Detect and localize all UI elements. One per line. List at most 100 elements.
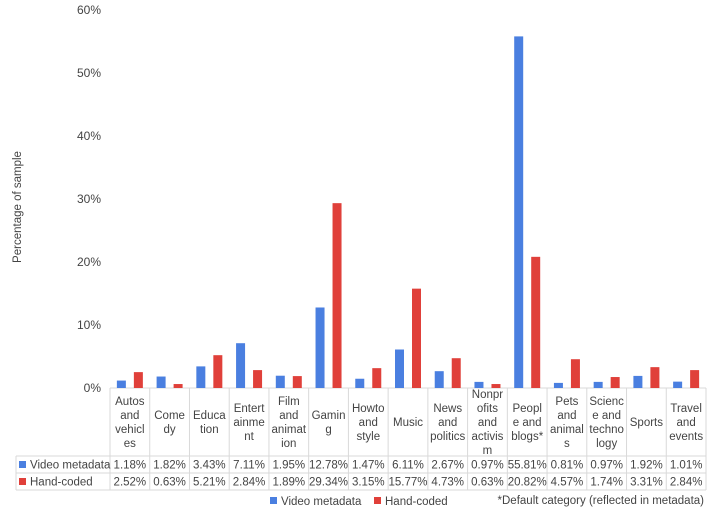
bar-video-metadata xyxy=(196,366,206,388)
legend-label: Hand-coded xyxy=(385,496,448,508)
bar-video-metadata xyxy=(355,378,365,388)
data-label: 0.97% xyxy=(471,460,504,472)
x-tick-label: m xyxy=(483,445,493,457)
legend-label: Video metadata xyxy=(281,496,362,508)
y-tick-label: 30% xyxy=(77,192,101,206)
x-tick-label: ofits xyxy=(477,403,498,415)
bar-hand-coded xyxy=(531,256,541,388)
x-tick-label: events xyxy=(669,431,703,443)
table-row-header: Hand-coded xyxy=(30,477,93,489)
data-label: 2.84% xyxy=(670,477,703,489)
data-label: 7.11% xyxy=(233,460,265,472)
data-label: 1.01% xyxy=(670,460,703,472)
data-label: 3.43% xyxy=(193,460,226,472)
bar-hand-coded xyxy=(570,359,580,388)
x-tick-label: and xyxy=(279,410,298,422)
bar-hand-coded xyxy=(133,372,143,388)
x-tick-label: style xyxy=(356,431,380,443)
x-tick-label: logy xyxy=(596,438,617,450)
x-tick-label: Scienc xyxy=(589,396,624,408)
x-tick-label: animal xyxy=(550,424,584,436)
y-tick-label: 10% xyxy=(77,318,101,332)
x-tick-label: and xyxy=(120,410,139,422)
data-label: 20.82% xyxy=(508,477,547,489)
bar-hand-coded xyxy=(213,355,223,388)
bar-video-metadata xyxy=(673,381,683,388)
data-label: 5.21% xyxy=(193,477,226,489)
x-tick-label: Come xyxy=(154,410,185,422)
data-label: 1.18% xyxy=(114,460,147,472)
x-tick-label: Music xyxy=(393,417,423,429)
data-label: 4.73% xyxy=(431,477,464,489)
table-legend-key-hand-coded xyxy=(19,478,26,485)
bar-video-metadata xyxy=(593,381,603,388)
data-label: 1.47% xyxy=(352,460,385,472)
data-label: 0.81% xyxy=(551,460,584,472)
bar-hand-coded xyxy=(650,367,660,388)
x-tick-label: g xyxy=(325,424,331,436)
bar-hand-coded xyxy=(491,384,501,388)
data-label: 55.81% xyxy=(508,460,547,472)
bar-video-metadata xyxy=(275,375,285,388)
data-label: 15.77% xyxy=(388,477,427,489)
bar-hand-coded xyxy=(292,376,302,388)
bar-video-metadata xyxy=(236,343,246,388)
x-tick-label: Educa xyxy=(193,410,226,422)
x-tick-label: ainme xyxy=(233,417,264,429)
bar-video-metadata xyxy=(514,36,524,388)
table-legend-key-video-metadata xyxy=(19,461,26,468)
y-tick-label: 40% xyxy=(77,129,101,143)
bar-hand-coded xyxy=(412,288,421,388)
x-tick-label: News xyxy=(433,403,462,415)
data-label: 6.11% xyxy=(392,460,424,472)
bar-video-metadata xyxy=(434,371,444,388)
data-label: 2.67% xyxy=(431,460,464,472)
x-tick-label: Film xyxy=(278,396,300,408)
x-tick-label: Gamin xyxy=(312,410,346,422)
data-label: 3.31% xyxy=(630,477,663,489)
bar-video-metadata xyxy=(633,375,643,388)
x-tick-label: and xyxy=(359,417,378,429)
bar-hand-coded xyxy=(610,377,620,388)
y-tick-label: 20% xyxy=(77,255,101,269)
x-tick-label: nt xyxy=(244,431,254,443)
x-tick-label: Autos xyxy=(115,396,145,408)
x-tick-label: vehicl xyxy=(115,424,144,436)
x-tick-label: es xyxy=(124,438,136,450)
y-axis-label: Percentage of sample xyxy=(12,151,24,263)
x-tick-label: blogs* xyxy=(511,431,543,443)
data-label: 1.92% xyxy=(630,460,663,472)
bar-hand-coded xyxy=(253,370,263,388)
x-tick-label: e and xyxy=(592,410,621,422)
x-tick-label: activis xyxy=(471,431,503,443)
y-tick-label: 0% xyxy=(84,381,102,395)
table-row-header: Video metadata xyxy=(30,460,111,472)
bar-hand-coded xyxy=(690,370,700,388)
x-tick-label: and xyxy=(438,417,457,429)
x-tick-label: e and xyxy=(513,417,542,429)
data-label: 3.15% xyxy=(352,477,385,489)
bar-video-metadata xyxy=(553,382,563,388)
x-tick-label: Nonpr xyxy=(472,389,503,401)
x-tick-label: Sports xyxy=(630,417,663,429)
x-tick-label: s xyxy=(564,438,570,450)
data-label: 1.82% xyxy=(153,460,186,472)
x-tick-label: and xyxy=(677,417,696,429)
x-tick-label: tion xyxy=(200,424,219,436)
y-tick-label: 60% xyxy=(77,3,101,17)
data-label: 1.74% xyxy=(590,477,623,489)
x-tick-label: Peopl xyxy=(512,403,541,415)
legend-key-video-metadata xyxy=(270,497,277,504)
bar-hand-coded xyxy=(332,203,342,388)
data-label: 12.78% xyxy=(309,460,348,472)
bar-video-metadata xyxy=(315,307,325,388)
data-label: 0.63% xyxy=(153,477,186,489)
data-label: 2.52% xyxy=(114,477,147,489)
y-tick-label: 50% xyxy=(77,66,101,80)
x-tick-label: Pets xyxy=(555,396,578,408)
data-label: 29.34% xyxy=(309,477,348,489)
x-tick-label: and xyxy=(478,417,497,429)
data-label: 2.84% xyxy=(233,477,266,489)
x-tick-label: dy xyxy=(164,424,176,436)
